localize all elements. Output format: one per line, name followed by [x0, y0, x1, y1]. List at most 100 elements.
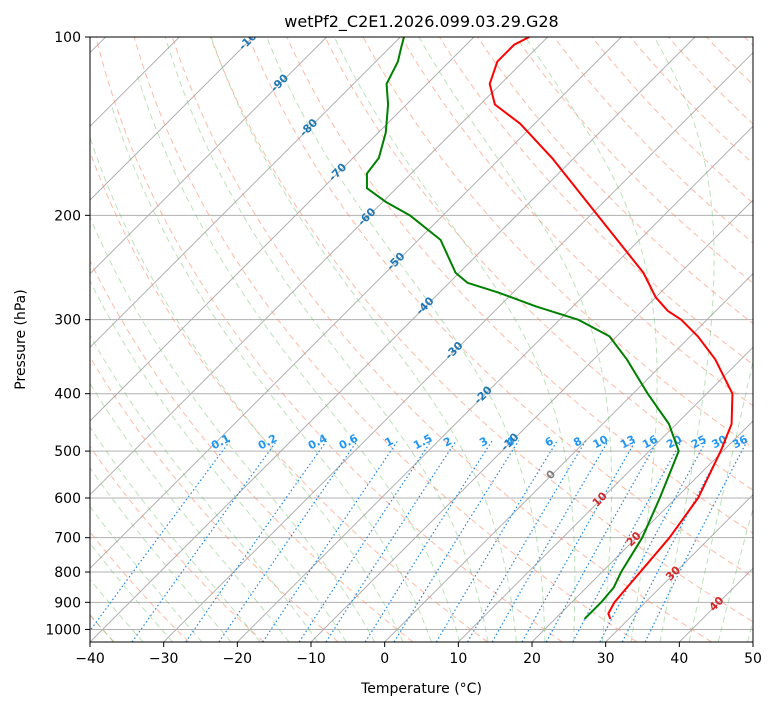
- y-tick-label: 500: [54, 444, 81, 460]
- mixing-ratio-line: [218, 440, 358, 642]
- plot-area: -100-90-80-70-60-50-40-30-20-10010203040…: [90, 24, 753, 642]
- isotherm-gridline: [90, 37, 549, 496]
- dry-adiabat-line: [171, 37, 712, 642]
- mixing-ratio-label: 10: [591, 432, 611, 451]
- temperature-line: [488, 37, 734, 620]
- moist-adiabat-line: [90, 426, 261, 642]
- mixing-ratio-line: [90, 440, 231, 632]
- isotherm-gridline: [752, 641, 753, 642]
- isotherm-gridline: [310, 199, 753, 642]
- y-tick-label: 600: [54, 491, 81, 507]
- series-lines: [365, 37, 734, 620]
- dry-adiabat-line: [286, 37, 753, 534]
- y-tick-label: 200: [54, 208, 81, 224]
- isotherm-label: -40: [413, 294, 436, 317]
- chart-title: wetPf2_C2E1.2026.099.03.29.G28: [284, 12, 558, 32]
- y-tick-label: 100: [54, 30, 81, 46]
- y-tick-label: 700: [54, 531, 81, 547]
- mixing-ratio-label: 6: [543, 434, 556, 449]
- mixing-ratio-label: 3: [477, 434, 490, 449]
- isotherm-gridline: [90, 37, 696, 642]
- x-tick-label: −40: [75, 651, 105, 667]
- mixing-ratio-line: [298, 440, 432, 642]
- mixing-ratio-label: 16: [640, 433, 660, 452]
- isotherm-gridline: [384, 272, 753, 642]
- x-tick-label: 50: [744, 651, 762, 667]
- dry-adiabat-line: [95, 37, 563, 642]
- isotherm-gridline: [457, 346, 753, 642]
- x-tick-label: −20: [223, 651, 253, 667]
- mixing-ratio-label: 8: [571, 434, 584, 449]
- x-tick-label: 10: [449, 651, 467, 667]
- isotherm-gridline: [163, 51, 753, 642]
- moist-adiabat-line: [717, 506, 753, 642]
- moist-adiabat-line: [90, 382, 290, 642]
- moist-adiabat-line: [90, 135, 404, 642]
- dry-adiabat-line: [133, 37, 638, 642]
- mixing-ratio-line: [325, 440, 457, 642]
- moist-adiabat-line: [210, 37, 517, 642]
- isotherm-label: 0: [544, 467, 559, 482]
- pressure-gridlines: [90, 37, 753, 630]
- isotherm-gridline: [605, 493, 753, 642]
- moist-adiabat-line: [266, 37, 546, 642]
- isotherm-gridline: [90, 37, 254, 201]
- dry-adiabat-line: [90, 259, 414, 642]
- isotherm-gridline: [90, 37, 622, 570]
- isotherm-gridline: [531, 420, 753, 642]
- isotherm-gridline: [90, 37, 401, 349]
- mixing-ratio-label: 1: [383, 434, 396, 449]
- y-tick-label: 900: [54, 595, 81, 611]
- x-tick-label: 30: [597, 651, 615, 667]
- mixing-ratio-line: [185, 440, 328, 642]
- mixing-ratio-label: 30: [710, 433, 730, 452]
- isotherm-gridline: [90, 37, 328, 275]
- x-tick-label: 40: [670, 651, 688, 667]
- mixing-ratio-labels: 0.1 0.2 0.4 0.6 1 1.5 2 3 4 6 8 10 13 16 20 25 30 36: [209, 432, 750, 453]
- mixing-ratio-line: [466, 440, 587, 642]
- dry-adiabat-line: [706, 37, 753, 86]
- mixing-ratio-label: 0.1: [209, 432, 232, 453]
- moist-adiabat-line: [688, 358, 753, 642]
- mixing-ratio-line: [521, 440, 637, 642]
- mixing-ratio-label: 36: [730, 433, 750, 452]
- x-tick-label: 20: [523, 651, 541, 667]
- dry-adiabat-line: [591, 37, 753, 204]
- y-tick-label: 300: [54, 313, 81, 329]
- dry-adiabat-line: [668, 37, 753, 125]
- moist-adiabat-line: [90, 279, 347, 642]
- x-axis-ticks: −40 −30 −20 −10 0 10 20 30 40 50: [75, 642, 762, 667]
- mixing-ratio-line: [364, 440, 493, 642]
- dry-adiabats: [90, 37, 753, 642]
- dry-adiabat-line: [90, 445, 264, 642]
- mixing-ratio-line: [545, 440, 659, 642]
- mixing-ratio-line: [131, 440, 278, 642]
- y-axis-label: Pressure (hPa): [13, 289, 29, 389]
- plot-frame: [89, 36, 754, 643]
- isotherm-label: -90: [268, 71, 291, 94]
- moist-adiabat-line: [90, 334, 319, 642]
- x-axis-label: Temperature (°C): [360, 681, 482, 697]
- isotherm-gridline: [90, 37, 475, 422]
- isotherm-label: -100: [236, 24, 265, 53]
- mixing-ratio-line: [435, 440, 558, 642]
- dry-adiabat-line: [248, 37, 753, 578]
- y-axis-ticks: 100 200 300 400 500 600 700 800 900 1000: [45, 30, 90, 638]
- isotherm-label: -60: [355, 205, 378, 228]
- mixing-ratio-label: 13: [618, 433, 638, 452]
- mixing-ratio-label: 1.5: [411, 432, 434, 453]
- y-tick-label: 1000: [45, 622, 81, 638]
- x-tick-label: −10: [296, 651, 326, 667]
- y-tick-label: 800: [54, 565, 81, 581]
- isotherm-label: 10: [590, 489, 610, 509]
- mixing-ratio-line: [262, 440, 399, 642]
- isotherm-label: -80: [297, 116, 320, 139]
- dry-adiabat-line: [515, 37, 753, 284]
- isotherm-label: 30: [663, 563, 683, 583]
- isotherm-label: -70: [326, 160, 349, 183]
- isotherm-gridline: [236, 125, 753, 642]
- isotherm-gridline: [678, 567, 753, 642]
- x-tick-label: 0: [380, 651, 389, 667]
- moist-adiabat-line: [653, 37, 715, 642]
